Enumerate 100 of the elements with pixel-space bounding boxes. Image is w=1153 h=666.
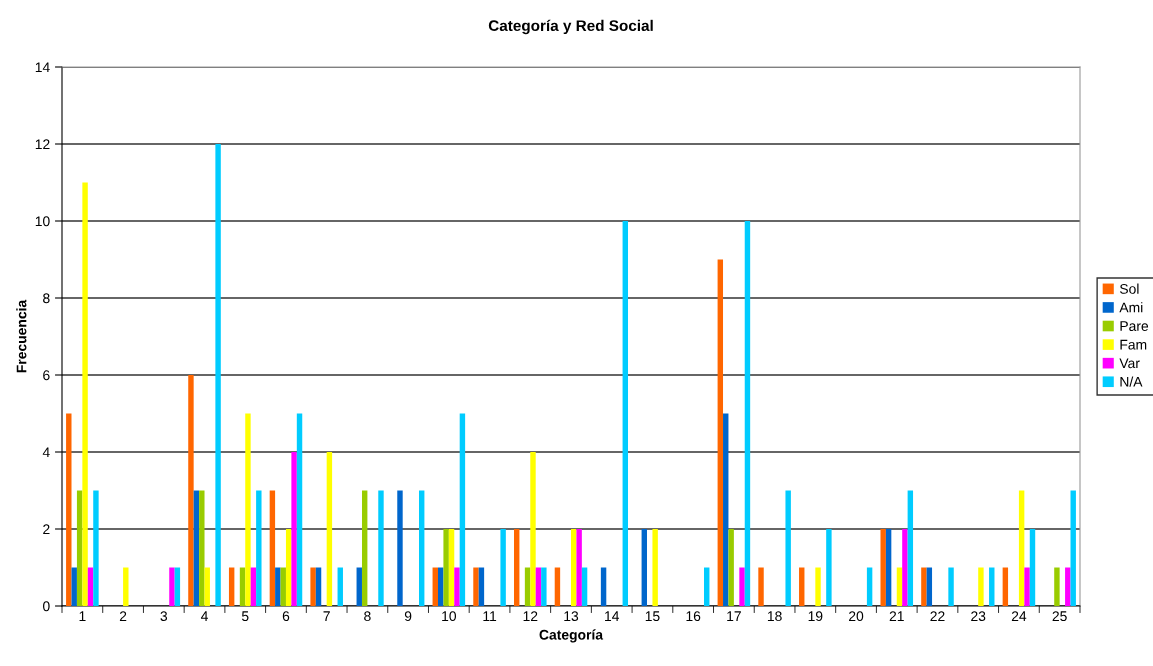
bar [744,221,751,606]
bar [1029,529,1036,606]
bar [717,259,724,606]
bar [174,567,181,606]
bar [641,529,648,606]
bar [473,567,479,606]
x-tick-label: 16 [686,611,701,622]
legend-label: Ami [1119,302,1143,313]
bar [291,452,297,606]
bar [76,490,83,606]
x-tick-label: 14 [605,611,620,621]
bar [215,144,221,606]
bar [723,413,729,606]
x-tick-label: 1 [79,611,86,621]
x-tick-label: 19 [808,611,823,622]
bar [315,567,322,606]
bar [66,413,72,606]
bar [87,567,94,606]
bar [337,567,343,606]
bar [907,490,914,606]
bar [280,567,286,606]
bar [193,490,200,606]
bar [93,490,99,606]
x-tick-label: 20 [849,611,864,622]
bar [989,567,995,606]
x-tick-label: 17 [727,611,741,621]
bar [921,567,927,606]
bar [524,567,531,606]
bar [397,490,403,606]
bar [535,567,542,606]
bar [356,567,362,606]
bar [432,567,438,606]
bar [622,221,629,606]
bar [296,413,303,606]
legend-label: Fam [1120,339,1147,350]
bar [199,490,205,606]
bar [454,567,460,606]
bar [269,490,276,606]
bar [785,490,791,606]
bar [169,567,175,606]
bar [902,529,908,606]
legend-label: Sol [1119,283,1139,294]
bar [378,490,384,606]
bar [418,490,425,606]
x-tick-label: 24 [1011,611,1027,621]
x-tick-label: 3 [160,611,168,622]
bar [739,567,745,606]
bar [285,529,292,606]
bar [571,529,577,606]
bar [728,529,734,606]
bar [530,452,536,606]
bar [123,567,129,606]
bar [978,567,984,606]
y-tick-label: 2 [43,524,50,535]
x-tick-label: 2 [119,611,127,621]
x-tick-label: 7 [323,611,330,621]
y-tick-label: 12 [35,139,50,150]
bar [326,452,333,606]
bar [310,567,316,606]
x-tick-label: 10 [442,611,457,622]
y-tick-label: 6 [43,370,50,381]
bar [459,413,466,606]
x-tick-label: 9 [404,611,412,622]
x-tick-label: 21 [889,611,904,621]
y-tick-label: 10 [35,216,50,227]
legend-label: Pare [1120,321,1149,331]
x-tick-label: 4 [200,611,208,621]
bar [1002,567,1009,606]
bar [478,567,485,606]
bar [826,529,832,606]
bar [948,567,954,606]
bar [799,567,805,606]
bar [1070,490,1076,606]
bar [652,529,658,606]
bar [1018,490,1025,606]
legend-label: N/A [1120,376,1143,387]
y-tick-label: 14 [35,62,50,73]
bar [82,182,88,606]
bar [581,567,588,606]
bar [1054,567,1060,606]
bar [275,567,281,606]
x-tick-label: 22 [930,611,945,621]
x-axis-title: Categoría [539,629,604,643]
bar [885,529,892,606]
bar [437,567,444,606]
bar [600,567,607,606]
y-tick-label: 0 [43,601,50,612]
bar [256,490,262,606]
y-axis-title: Frecuencia [16,299,27,373]
bar [245,413,251,606]
x-tick-label: 15 [645,611,660,622]
legend-label: Var [1119,358,1140,369]
bar [541,567,547,606]
x-tick-label: 6 [282,611,290,622]
x-tick-label: 5 [241,611,249,622]
bar [443,529,449,606]
x-tick-label: 11 [483,611,497,621]
y-tick-label: 4 [42,447,50,458]
bar [228,567,235,606]
bar [500,529,506,606]
